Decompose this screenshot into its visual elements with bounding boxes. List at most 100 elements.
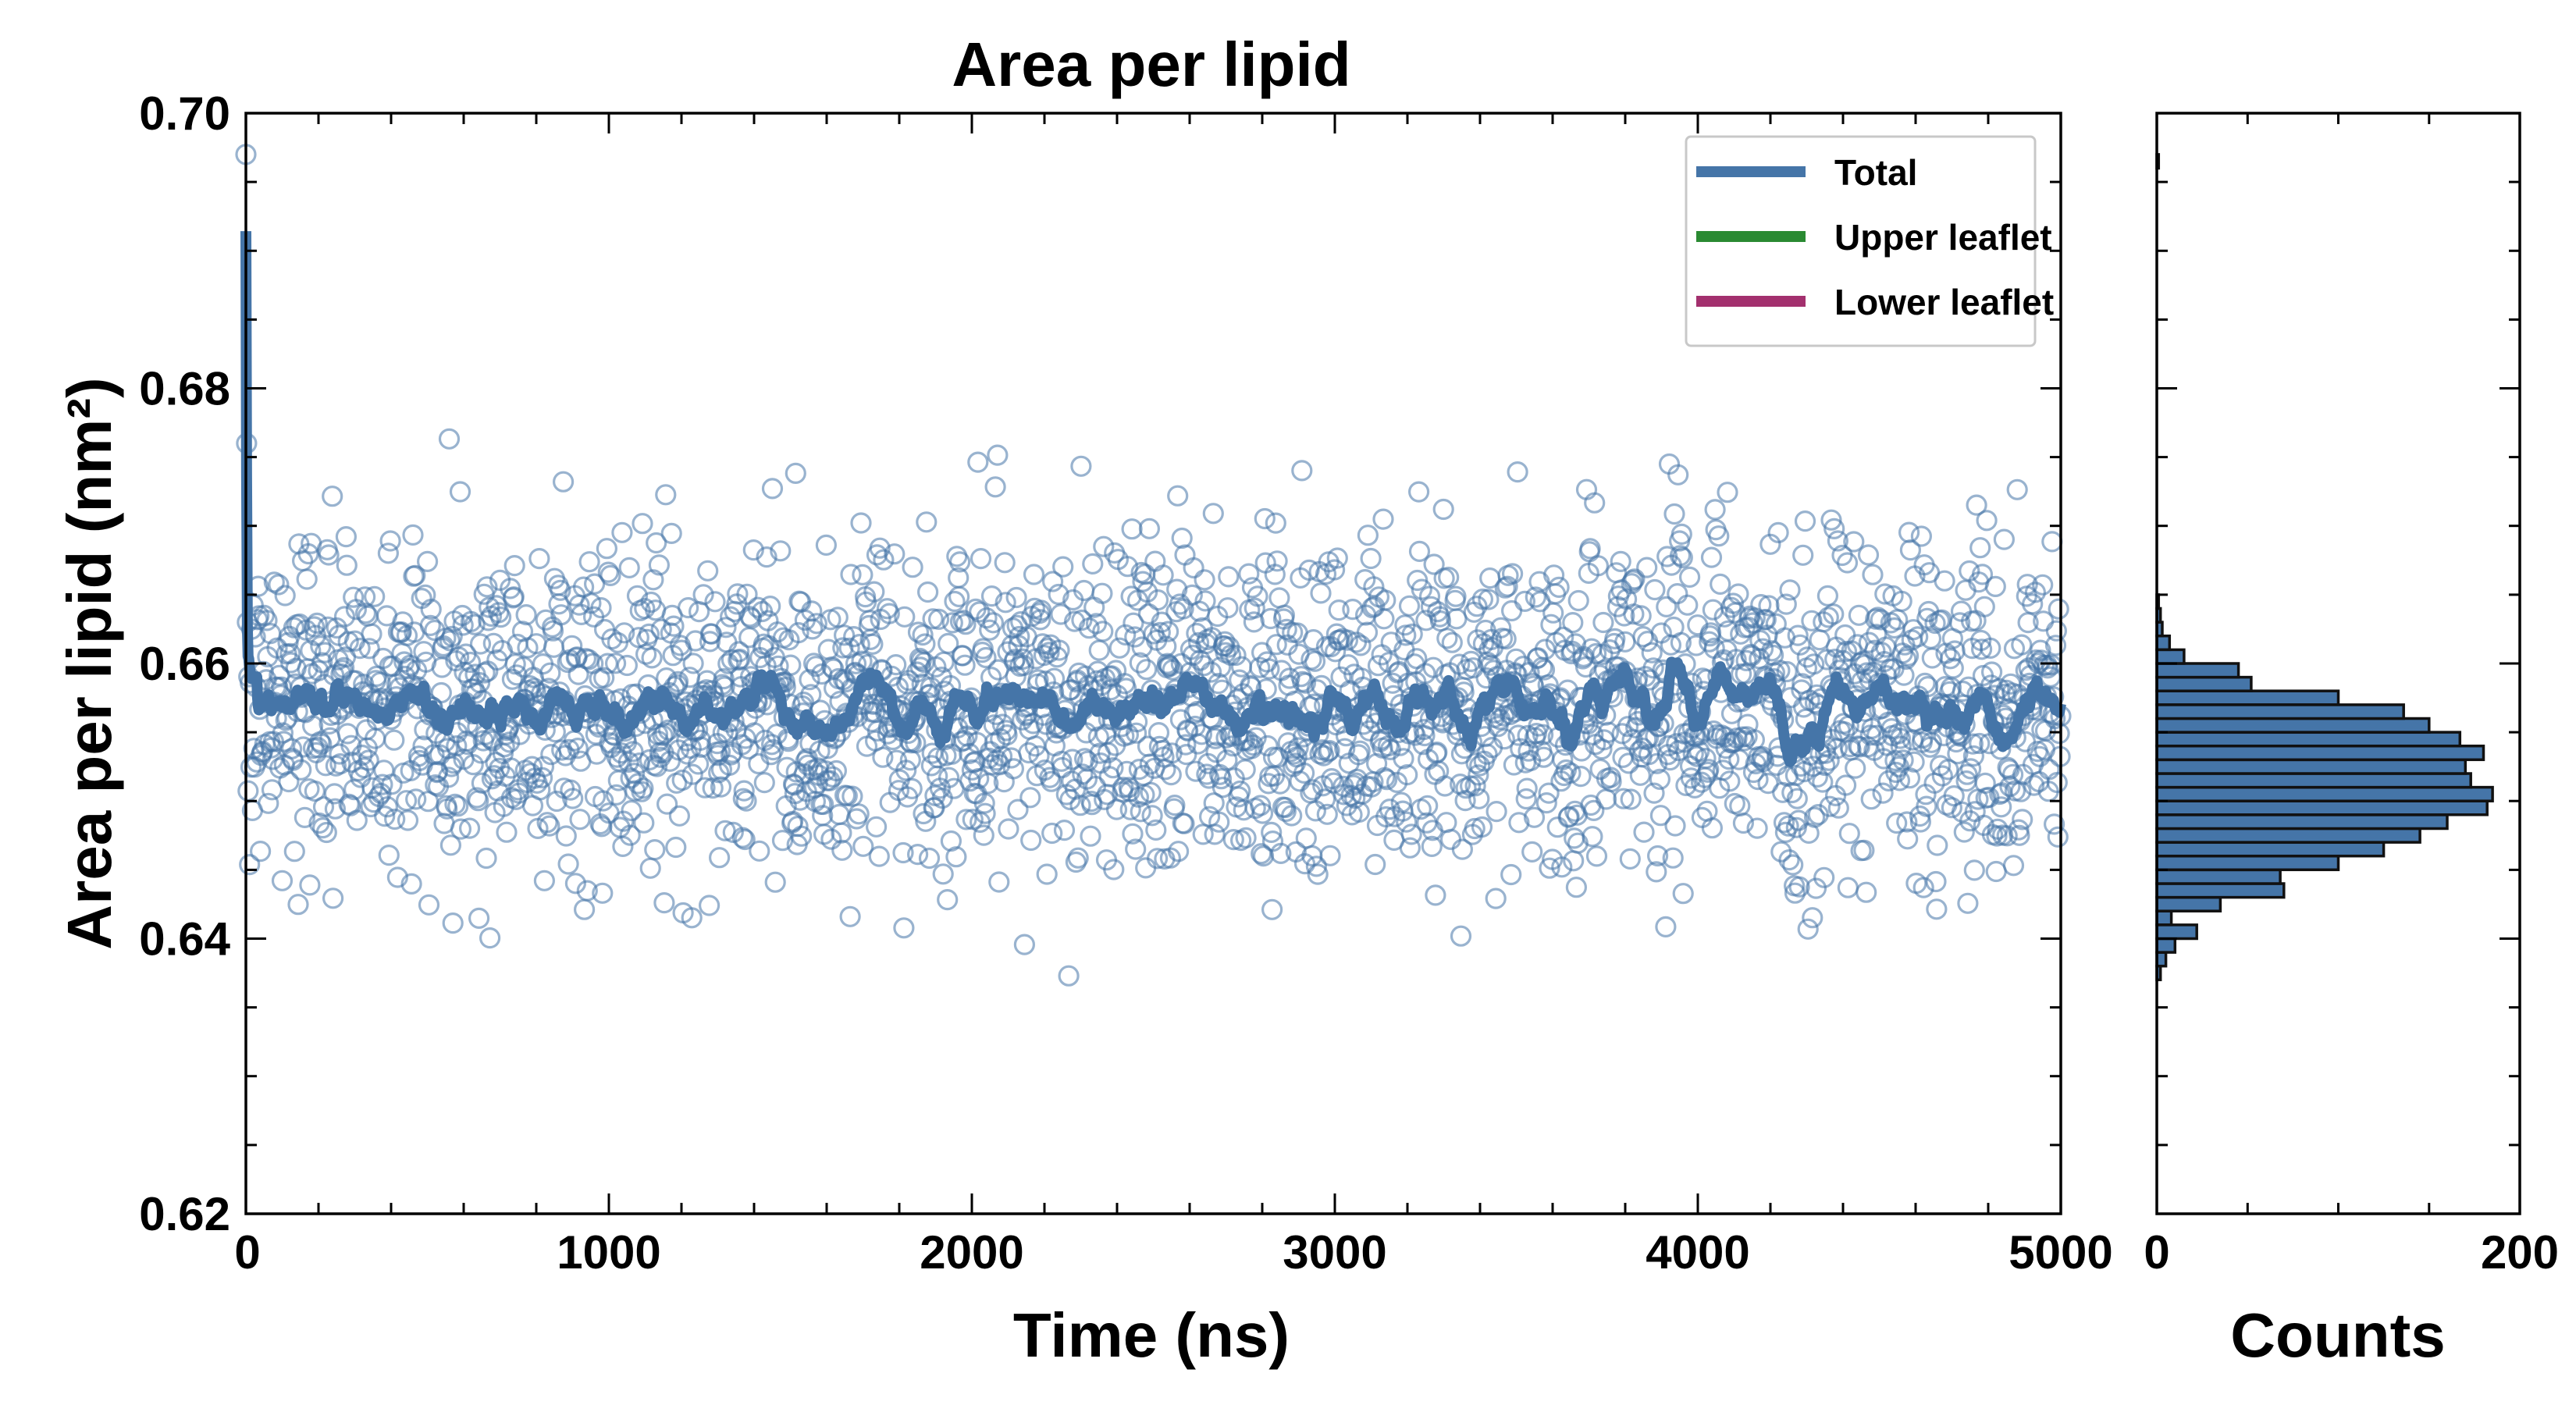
data-point	[1148, 735, 1171, 758]
data-point	[1450, 925, 1472, 947]
data-point	[1949, 612, 1971, 634]
data-point	[1158, 656, 1181, 678]
data-point	[438, 428, 461, 450]
data-point	[938, 767, 960, 788]
data-point	[346, 809, 368, 831]
data-point	[1892, 749, 1914, 771]
data-point	[592, 790, 614, 812]
data-point	[573, 898, 596, 920]
data-point	[955, 809, 977, 831]
legend-label-total: Total	[1834, 152, 1917, 193]
data-point	[1667, 464, 1689, 486]
data-point	[633, 812, 655, 834]
data-point	[1012, 654, 1035, 677]
data-point	[343, 586, 365, 608]
data-point	[1744, 607, 1766, 629]
data-point	[350, 767, 372, 788]
data-point	[1007, 799, 1029, 820]
data-point	[1647, 845, 1669, 867]
data-point	[1896, 811, 1918, 833]
data-point	[1649, 768, 1670, 791]
data-point	[1658, 735, 1680, 757]
data-point	[1088, 639, 1110, 661]
data-point	[1073, 748, 1096, 770]
data-point	[1265, 634, 1287, 656]
data-point	[649, 746, 671, 768]
data-point	[1916, 795, 1937, 817]
data-point	[820, 828, 842, 850]
data-point	[1229, 669, 1251, 691]
data-point	[322, 887, 344, 909]
data-point	[1585, 845, 1608, 867]
data-point	[376, 796, 398, 818]
running-average-line	[240, 231, 2066, 767]
data-point	[932, 863, 954, 885]
data-point	[1643, 782, 1665, 804]
data-point	[1478, 589, 1500, 610]
data-point	[496, 821, 518, 843]
data-point	[1720, 702, 1743, 724]
data-point	[1860, 788, 1882, 810]
data-point	[1777, 815, 1799, 837]
data-point	[1521, 841, 1543, 863]
data-point	[644, 838, 666, 861]
data-point	[1823, 518, 1845, 540]
data-point	[1633, 821, 1655, 843]
data-point	[1597, 721, 1619, 743]
data-point	[1018, 742, 1040, 764]
main-x-tick-labels: 0 1000 2000 3000 4000 5000	[234, 1226, 2112, 1279]
data-point	[1672, 883, 1694, 905]
data-point	[369, 671, 391, 693]
data-point	[916, 511, 938, 533]
data-point	[1926, 898, 1948, 920]
data-point	[532, 756, 555, 777]
data-point	[1708, 525, 1730, 547]
data-point	[1816, 585, 1838, 607]
data-point	[1485, 887, 1507, 909]
data-point	[333, 606, 356, 628]
data-point	[1005, 586, 1027, 609]
data-point	[1583, 799, 1605, 822]
data-point	[1862, 564, 1884, 585]
data-point	[613, 810, 635, 832]
data-point	[318, 544, 340, 566]
data-point	[1030, 609, 1051, 631]
data-point	[1030, 599, 1052, 621]
chart-title: Area per lipid	[952, 30, 1350, 99]
data-point	[1971, 638, 1993, 660]
data-point	[948, 551, 971, 573]
data-point	[1635, 728, 1657, 751]
data-point	[1646, 861, 1667, 883]
data-point	[1305, 855, 1328, 877]
data-point	[952, 610, 974, 631]
data-point	[1820, 509, 1842, 531]
data-point	[1294, 672, 1317, 694]
data-point	[996, 724, 1018, 746]
data-point	[734, 828, 756, 851]
y-tick-label: 0.70	[139, 87, 230, 140]
data-point	[1273, 604, 1296, 626]
histogram-bar	[2155, 841, 2386, 858]
data-point	[1773, 812, 1795, 834]
data-point	[868, 845, 890, 867]
data-point	[476, 576, 498, 598]
data-point	[1912, 877, 1934, 898]
data-point	[767, 621, 788, 643]
legend-box	[1685, 135, 2037, 347]
data-point	[653, 891, 675, 914]
data-point	[1082, 553, 1104, 575]
histogram-bar	[2155, 854, 2340, 872]
data-point	[564, 873, 587, 895]
data-point	[1478, 638, 1500, 661]
histogram-bars	[2155, 153, 2494, 982]
data-point	[459, 651, 482, 674]
data-point	[416, 550, 439, 573]
data-point	[976, 607, 998, 629]
data-point	[1295, 827, 1317, 849]
data-point	[1750, 593, 1772, 616]
data-point	[468, 907, 490, 930]
data-point	[1819, 795, 1841, 817]
data-point	[714, 820, 736, 841]
data-point	[1193, 655, 1215, 677]
